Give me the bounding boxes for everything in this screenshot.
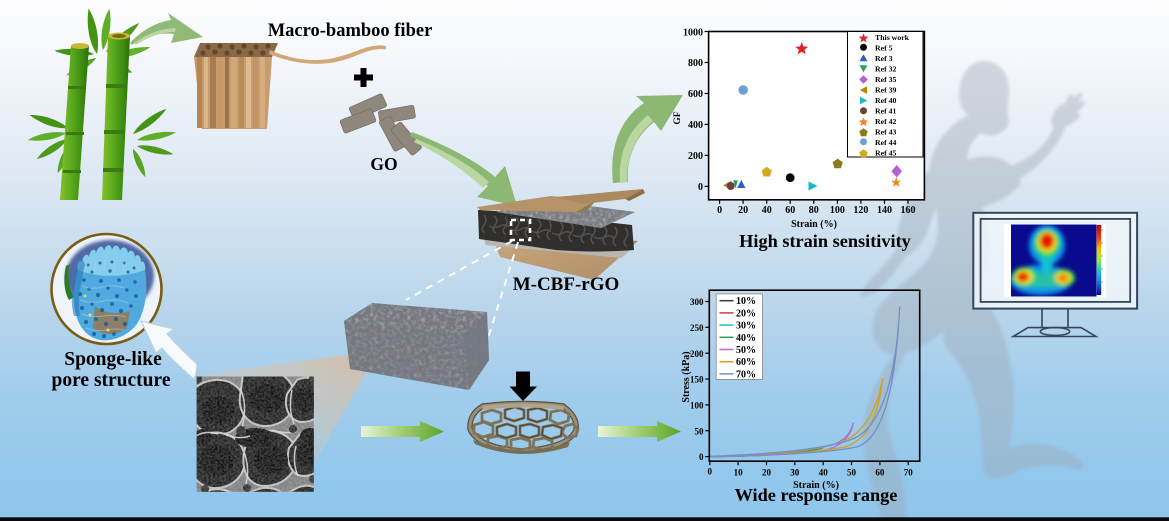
svg-text:Ref 41: Ref 41 (875, 107, 897, 116)
svg-text:30%: 30% (736, 321, 756, 332)
svg-text:0: 0 (699, 452, 704, 462)
svg-text:120: 120 (853, 205, 868, 216)
svg-text:0: 0 (708, 467, 713, 477)
svg-text:200: 200 (690, 349, 704, 359)
svg-text:30: 30 (790, 468, 800, 478)
svg-text:This work: This work (875, 33, 910, 42)
svg-text:70: 70 (904, 468, 914, 478)
svg-text:1000: 1000 (683, 28, 703, 39)
svg-text:20: 20 (762, 468, 772, 478)
svg-text:GO: GO (370, 154, 397, 174)
svg-text:Ref 32: Ref 32 (875, 65, 897, 74)
svg-text:70%: 70% (736, 369, 756, 380)
svg-text:Ref 3: Ref 3 (875, 54, 893, 63)
svg-text:200: 200 (688, 151, 703, 162)
svg-text:60: 60 (785, 205, 795, 216)
svg-text:GF: GF (673, 111, 683, 124)
svg-text:Sponge-like: Sponge-like (64, 349, 162, 370)
svg-text:800: 800 (688, 58, 703, 69)
svg-text:80: 80 (809, 205, 819, 216)
svg-text:High strain sensitivity: High strain sensitivity (739, 231, 911, 251)
svg-text:Ref 45: Ref 45 (875, 149, 897, 158)
svg-text:60%: 60% (736, 357, 756, 368)
svg-text:600: 600 (688, 89, 703, 100)
svg-text:100: 100 (690, 401, 704, 411)
svg-text:10: 10 (734, 468, 744, 478)
svg-text:Wide response range: Wide response range (735, 485, 898, 505)
svg-text:140: 140 (877, 205, 892, 216)
svg-text:50: 50 (847, 468, 857, 478)
svg-text:50%: 50% (736, 345, 756, 356)
svg-text:20: 20 (738, 205, 748, 216)
svg-text:0: 0 (698, 182, 703, 193)
svg-text:Ref 35: Ref 35 (875, 75, 897, 84)
svg-text:40: 40 (762, 205, 772, 216)
svg-text:Ref 42: Ref 42 (875, 117, 897, 126)
svg-text:Macro-bamboo fiber: Macro-bamboo fiber (268, 21, 433, 41)
svg-text:250: 250 (690, 323, 704, 333)
svg-text:40: 40 (819, 468, 829, 478)
svg-text:300: 300 (690, 297, 704, 307)
svg-text:40%: 40% (736, 333, 756, 344)
svg-text:M-CBF-rGO: M-CBF-rGO (513, 274, 620, 295)
svg-text:400: 400 (688, 120, 703, 131)
svg-text:Strain (%): Strain (%) (791, 219, 837, 230)
svg-text:100: 100 (830, 205, 845, 216)
svg-text:150: 150 (690, 375, 704, 385)
svg-text:Strain (%): Strain (%) (793, 480, 839, 491)
svg-text:Ref 39: Ref 39 (875, 86, 897, 95)
svg-text:160: 160 (901, 205, 916, 216)
svg-text:pore structure: pore structure (52, 370, 171, 391)
svg-text:Ref 40: Ref 40 (875, 96, 897, 105)
svg-text:Ref 43: Ref 43 (875, 128, 897, 137)
svg-text:Ref 44: Ref 44 (875, 138, 897, 147)
svg-text:0: 0 (717, 205, 722, 216)
svg-text:60: 60 (875, 468, 885, 478)
svg-text:Ref 5: Ref 5 (875, 44, 893, 53)
svg-text:Stress (kPa): Stress (kPa) (681, 351, 692, 402)
svg-text:20%: 20% (736, 308, 756, 319)
svg-text:10%: 10% (736, 296, 756, 307)
svg-text:50: 50 (695, 426, 705, 436)
